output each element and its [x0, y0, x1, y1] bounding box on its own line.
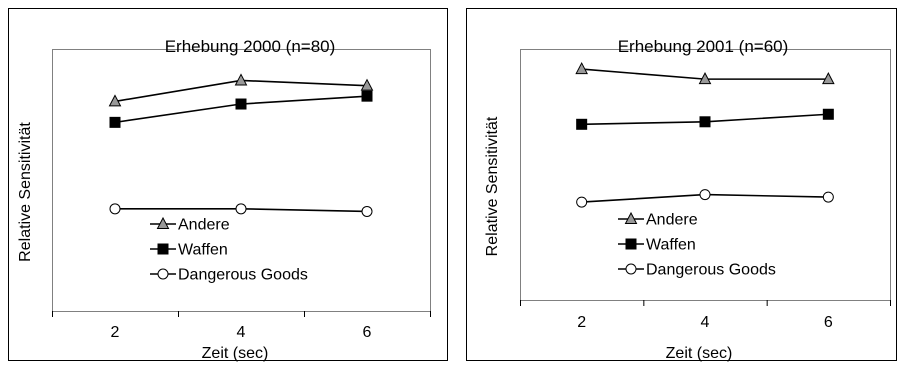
- legend-label: Andere: [646, 212, 698, 229]
- chart-title: Erhebung 2000 (n=80): [165, 37, 336, 56]
- data-point: [576, 118, 588, 130]
- data-point: [235, 203, 247, 215]
- legend-marker: [624, 211, 638, 224]
- data-point: [698, 72, 712, 85]
- data-point: [822, 72, 835, 85]
- x-tick-label: 2: [111, 324, 120, 341]
- data-point: [361, 90, 373, 102]
- y-axis-label: Relative Sensitivität: [17, 122, 34, 262]
- data-point: [235, 98, 247, 110]
- x-tick-label: 6: [363, 324, 372, 341]
- chart-title: Erhebung 2001 (n=60): [618, 37, 789, 56]
- series-dangerous-goods: [576, 189, 834, 208]
- data-point: [109, 203, 121, 215]
- legend-marker: [157, 243, 169, 255]
- legend-marker: [625, 263, 637, 275]
- y-axis-label: Relative Sensitivität: [484, 116, 501, 256]
- data-point: [576, 196, 588, 208]
- x-tick-label: 2: [577, 314, 586, 331]
- data-point: [575, 62, 588, 75]
- legend: Andere Waffen Dangerous Goods: [150, 217, 308, 284]
- legend: Andere Waffen Dangerous Goods: [618, 212, 776, 279]
- series-dangerous-goods: [109, 203, 373, 217]
- legend-label: Andere: [178, 217, 230, 234]
- series-andere: [575, 62, 835, 85]
- legend-label: Waffen: [646, 237, 696, 254]
- data-point: [699, 189, 711, 201]
- plot-area: [520, 49, 891, 301]
- data-point: [361, 205, 373, 217]
- legend-marker: [157, 268, 169, 280]
- legend-marker: [156, 216, 170, 229]
- chart-panel-1: Erhebung 2000 (n=80) Relative Sensitivitä…: [8, 8, 448, 362]
- data-point: [822, 191, 834, 203]
- data-point: [360, 78, 374, 91]
- x-tick-label: 4: [237, 324, 246, 341]
- legend-label: Dangerous Goods: [646, 262, 776, 279]
- series-andere: [108, 73, 374, 107]
- x-tick-label: 6: [824, 314, 833, 331]
- legend-marker: [625, 238, 637, 250]
- series-waffen: [576, 108, 834, 130]
- data-point: [108, 94, 122, 107]
- data-point: [699, 116, 711, 128]
- series-waffen: [109, 90, 373, 128]
- legend-label: Dangerous Goods: [178, 267, 308, 284]
- data-point: [822, 108, 834, 120]
- data-point: [234, 73, 248, 86]
- x-axis-label: Zeit (sec): [666, 345, 733, 362]
- x-tick-label: 4: [701, 314, 710, 331]
- chart-panel-2: Erhebung 2001 (n=60) Relative Sensitivitä…: [466, 8, 897, 362]
- data-point: [109, 116, 121, 128]
- legend-label: Waffen: [178, 242, 228, 259]
- x-axis-label: Zeit (sec): [202, 345, 269, 362]
